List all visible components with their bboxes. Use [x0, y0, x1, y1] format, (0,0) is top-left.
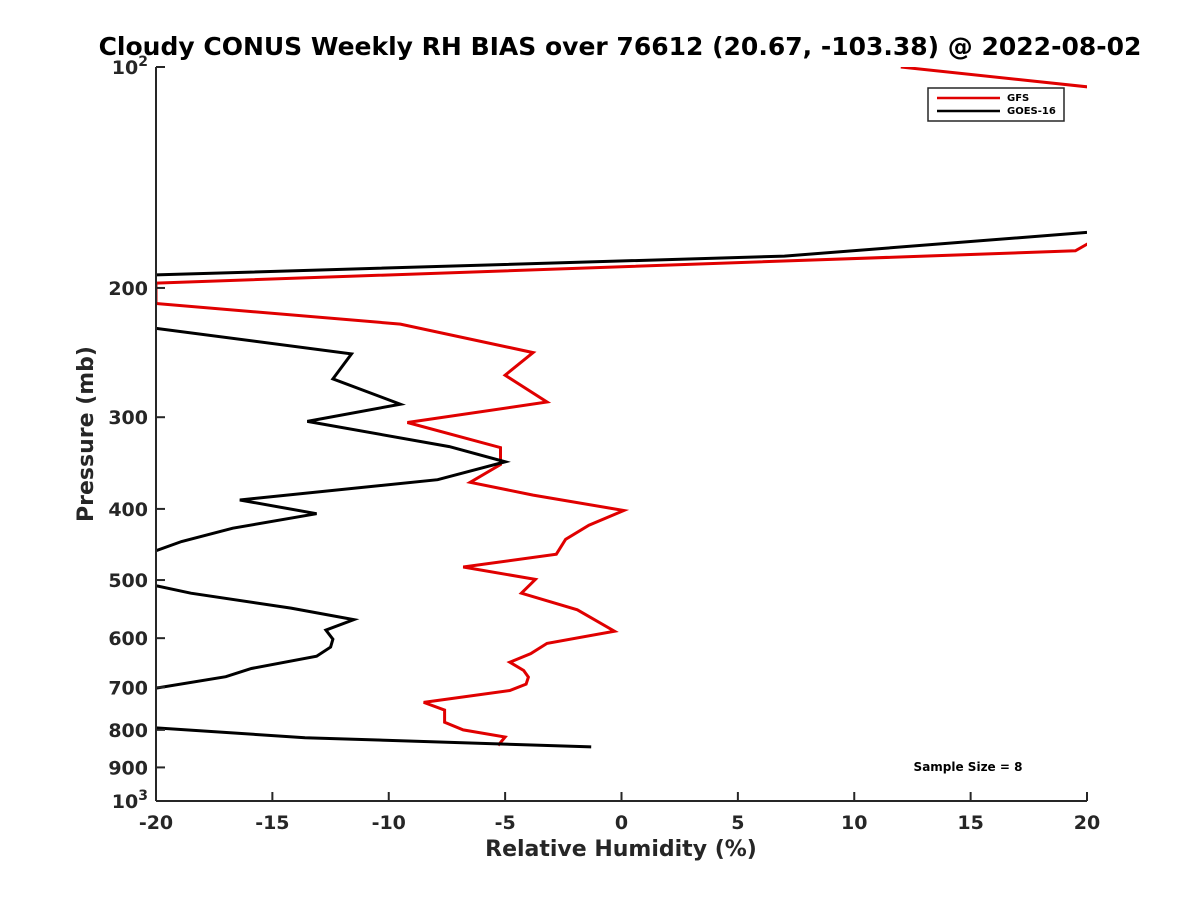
- legend-label-gfs: GFS: [1007, 93, 1029, 104]
- x-tick-label: -20: [139, 812, 173, 834]
- y-tick-label: 103: [112, 788, 148, 813]
- series-layer: [156, 67, 1087, 749]
- x-axis-label: Relative Humidity (%): [485, 837, 757, 862]
- series-line-goes16: [156, 326, 511, 553]
- x-tick-label: -5: [495, 812, 516, 834]
- y-tick-label: 500: [108, 570, 148, 592]
- y-axis-label: Pressure (mb): [74, 346, 99, 522]
- y-tick-label: 200: [108, 278, 148, 300]
- x-ticks: -20 -15 -10 -5 0 5 10 15 20: [139, 792, 1100, 834]
- y-tick-label: 900: [108, 757, 148, 779]
- y-tick-label: 800: [108, 720, 148, 742]
- y-tick-label: 102: [112, 54, 148, 79]
- series-line-goes16: [156, 726, 592, 749]
- series-line-goes16: [156, 584, 360, 690]
- y-tick-label: 300: [108, 407, 148, 429]
- x-tick-label: -10: [372, 812, 406, 834]
- legend: GFS GOES-16: [927, 87, 1065, 122]
- x-tick-label: 0: [615, 812, 628, 834]
- sample-size-annotation: Sample Size = 8: [914, 760, 1023, 774]
- y-tick-label: 400: [108, 499, 148, 521]
- x-tick-label: 20: [1074, 812, 1100, 834]
- y-tick-label: 700: [108, 677, 148, 699]
- chart-title: Cloudy CONUS Weekly RH BIAS over 76612 (…: [99, 32, 1142, 61]
- legend-box: [927, 87, 1065, 122]
- series-line-goes16: [156, 230, 1087, 277]
- x-tick-label: 10: [841, 812, 867, 834]
- series-line-gfs: [156, 67, 1087, 747]
- x-tick-label: -15: [255, 812, 289, 834]
- y-ticks: 102 200 300 400 500 600 700 800 900 103: [108, 54, 165, 813]
- x-tick-label: 5: [731, 812, 744, 834]
- x-tick-label: 15: [957, 812, 983, 834]
- legend-label-goes16: GOES-16: [1007, 106, 1056, 117]
- y-tick-label: 600: [108, 628, 148, 650]
